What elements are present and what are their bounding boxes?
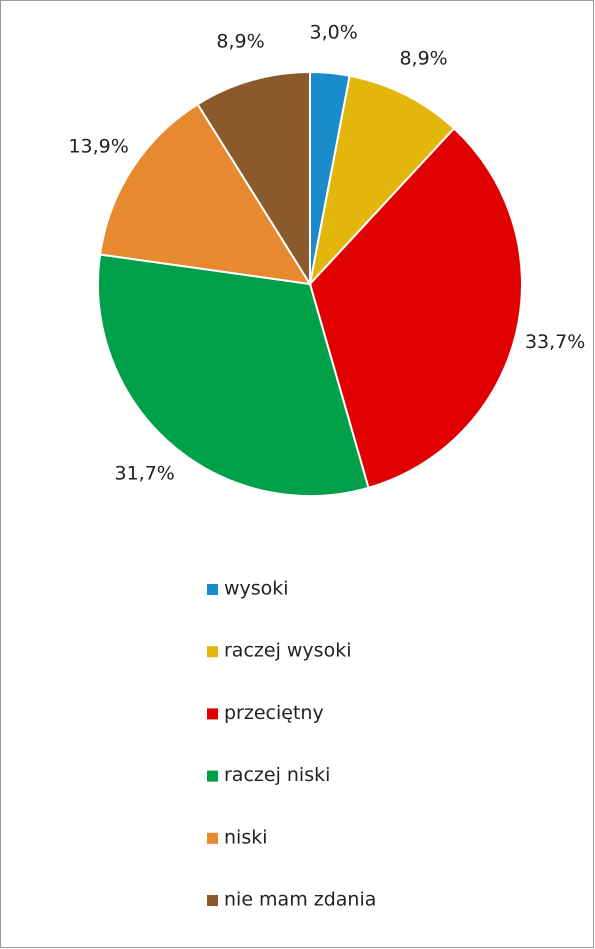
pie-slice	[98, 102, 312, 286]
legend-label: przeciętny	[224, 702, 324, 724]
data-label: 3,0%	[310, 22, 358, 44]
pie-slice	[97, 253, 370, 497]
legend-swatch	[207, 770, 218, 782]
legend-swatch	[207, 832, 218, 844]
legend-swatch	[207, 584, 218, 595]
data-label: 8,9%	[399, 48, 447, 70]
pie-slice	[308, 127, 523, 490]
data-label: 13,9%	[68, 135, 128, 157]
data-label: 33,7%	[525, 331, 585, 353]
legend-label: niski	[224, 826, 268, 848]
data-label: 8,9%	[216, 30, 264, 52]
legend-label: raczej wysoki	[224, 640, 351, 662]
pie-slice	[308, 74, 456, 288]
legend-swatch	[207, 895, 218, 906]
legend-label: nie mam zdania	[224, 889, 376, 911]
pie-slice	[196, 70, 311, 288]
legend-label: wysoki	[224, 578, 289, 600]
data-label: 31,7%	[114, 463, 174, 485]
legend-swatch	[207, 708, 218, 720]
legend-swatch	[207, 646, 218, 658]
legend-label: raczej niski	[224, 764, 330, 786]
